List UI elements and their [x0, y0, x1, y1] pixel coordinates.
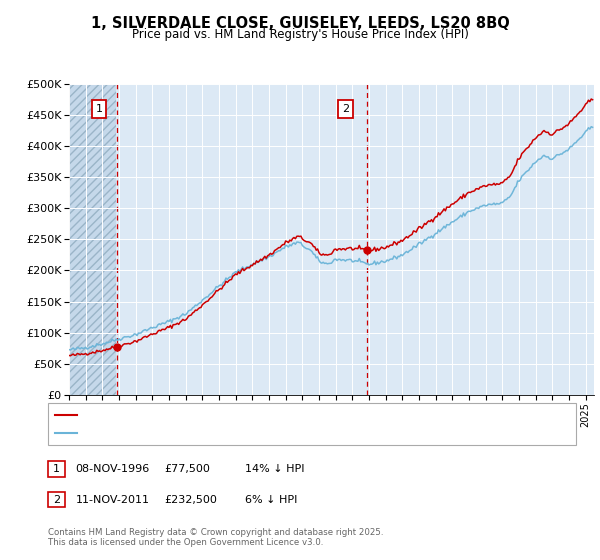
Text: 14% ↓ HPI: 14% ↓ HPI: [245, 464, 304, 474]
Text: HPI: Average price, detached house, Leeds: HPI: Average price, detached house, Leed…: [81, 428, 295, 438]
Text: £77,500: £77,500: [164, 464, 209, 474]
Text: Contains HM Land Registry data © Crown copyright and database right 2025.
This d: Contains HM Land Registry data © Crown c…: [48, 528, 383, 547]
Text: Price paid vs. HM Land Registry's House Price Index (HPI): Price paid vs. HM Land Registry's House …: [131, 28, 469, 41]
Text: 1, SILVERDALE CLOSE, GUISELEY, LEEDS, LS20 8BQ (detached house): 1, SILVERDALE CLOSE, GUISELEY, LEEDS, LS…: [81, 410, 427, 420]
Text: 11-NOV-2011: 11-NOV-2011: [76, 494, 149, 505]
Text: £232,500: £232,500: [164, 494, 217, 505]
Text: 08-NOV-1996: 08-NOV-1996: [76, 464, 150, 474]
Text: 2: 2: [342, 104, 349, 114]
Text: 2: 2: [53, 494, 60, 505]
Text: 1: 1: [95, 104, 103, 114]
Text: 6% ↓ HPI: 6% ↓ HPI: [245, 494, 297, 505]
Text: 1, SILVERDALE CLOSE, GUISELEY, LEEDS, LS20 8BQ: 1, SILVERDALE CLOSE, GUISELEY, LEEDS, LS…: [91, 16, 509, 31]
Text: 1: 1: [53, 464, 60, 474]
